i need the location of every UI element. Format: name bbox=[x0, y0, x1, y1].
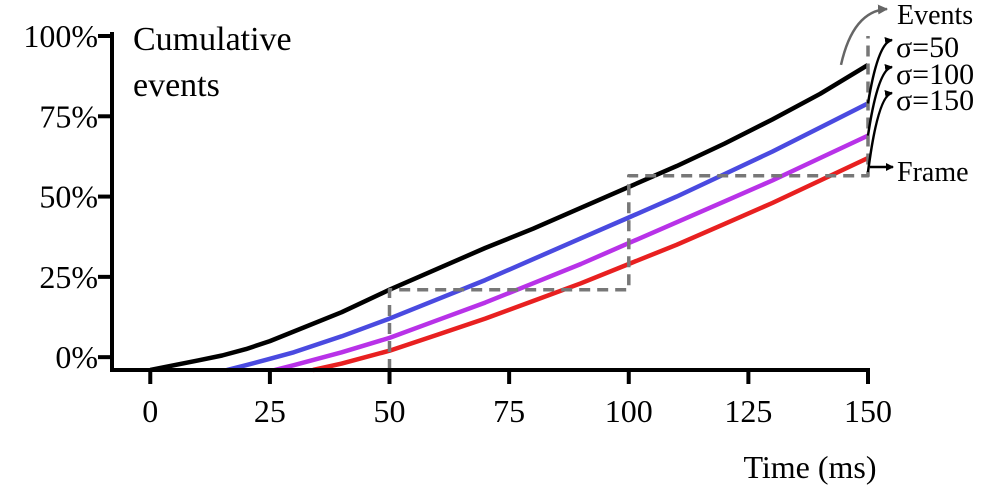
annotation-arrow-1 bbox=[866, 37, 893, 104]
y-tick-label-2: 50% bbox=[39, 179, 98, 215]
series-line-1 bbox=[226, 101, 870, 373]
annotation-arrow-2 bbox=[866, 64, 893, 136]
annotation-arrow-0 bbox=[839, 4, 888, 66]
y-tick-label-1: 25% bbox=[39, 259, 98, 295]
x-tick-label-5: 125 bbox=[724, 393, 772, 429]
series-line-4 bbox=[387, 36, 870, 370]
x-tick-label-0: 0 bbox=[142, 393, 158, 429]
x-tick-label-1: 25 bbox=[254, 393, 286, 429]
chart-title-line-1: Cumulative bbox=[133, 21, 292, 58]
x-axis-label: Time (ms) bbox=[743, 449, 876, 485]
annotation-label-0: Events bbox=[897, 0, 973, 31]
x-tick-label-6: 150 bbox=[844, 393, 892, 429]
annotation-label-4: Frame bbox=[897, 157, 969, 188]
x-tick-label-4: 100 bbox=[605, 393, 653, 429]
ticks: 0 25 50 75 100 125 150 0% 25% 50% 75% 100% bbox=[23, 18, 892, 429]
annotation-label-1: σ=50 bbox=[896, 31, 959, 64]
annotation-label-3: σ=150 bbox=[896, 84, 974, 117]
y-tick-label-3: 75% bbox=[39, 98, 98, 134]
y-tick-label-4: 100% bbox=[23, 18, 98, 54]
annotation-arrow-3 bbox=[866, 90, 893, 173]
annotation-label-2: σ=100 bbox=[896, 58, 974, 91]
series-line-3 bbox=[312, 155, 869, 373]
series-line-0 bbox=[149, 62, 870, 373]
series-line-2 bbox=[274, 133, 869, 373]
x-tick-label-2: 50 bbox=[374, 393, 406, 429]
y-tick-label-0: 0% bbox=[55, 339, 98, 375]
x-tick-label-3: 75 bbox=[493, 393, 525, 429]
chart-title-line-2: events bbox=[133, 67, 220, 104]
axes bbox=[110, 32, 870, 372]
plot-lines bbox=[149, 36, 870, 373]
